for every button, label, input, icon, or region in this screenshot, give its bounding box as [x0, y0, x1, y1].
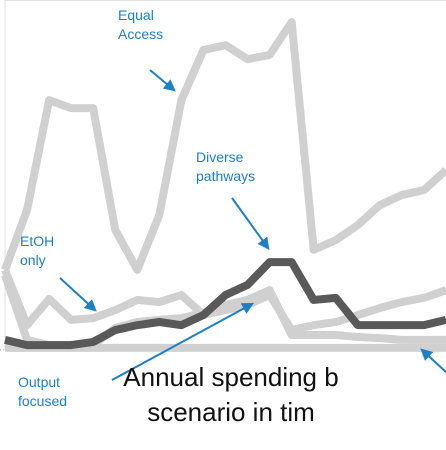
chart-title: scenario in tim — [147, 397, 315, 427]
series-line — [4, 258, 446, 350]
arrow — [149, 69, 176, 92]
annotation: Equal — [118, 7, 154, 23]
annotation: pathways — [196, 168, 255, 184]
annotation: Output — [18, 374, 60, 390]
series-line — [1, 18, 446, 274]
annotation: focused — [18, 393, 67, 409]
series-line — [1, 268, 446, 335]
arrow — [231, 197, 270, 250]
chart-title: Annual spending b — [123, 362, 338, 392]
annotation: Access — [118, 26, 163, 42]
annotation: only — [20, 252, 46, 268]
arrows — [59, 69, 446, 381]
arrow — [420, 348, 446, 373]
arrow — [59, 277, 97, 312]
annotation: EtOH — [20, 233, 54, 249]
annotation: Diverse — [196, 149, 244, 165]
arrow — [111, 302, 255, 381]
